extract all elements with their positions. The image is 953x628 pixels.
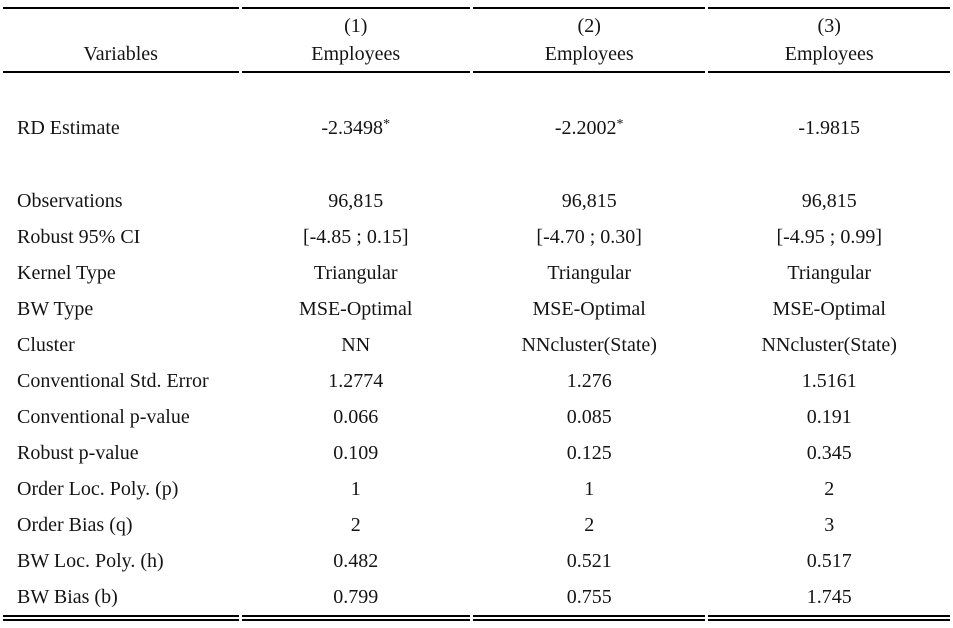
cell-value: [-4.95 ; 0.99] — [776, 226, 882, 248]
row-label: Robust 95% CI — [17, 226, 141, 248]
cell-value: MSE-Optimal — [772, 298, 886, 320]
cell-value: MSE-Optimal — [299, 298, 413, 320]
cell-value: 1.5161 — [801, 370, 857, 392]
cell-value: 3 — [824, 514, 835, 536]
row-label: Robust p-value — [17, 442, 139, 464]
row-label: BW Loc. Poly. (h) — [17, 550, 164, 572]
significance-star: * — [616, 117, 624, 132]
dep-var-2: Employees — [472, 40, 706, 73]
model-number-row: (1) (2) (3) — [3, 7, 950, 40]
regression-results-table-container: (1) (2) (3) Variables Employees Employee… — [0, 7, 953, 621]
cell-value: 0.521 — [566, 550, 612, 572]
empty-header-cell — [3, 7, 239, 40]
cell-value: 96,815 — [801, 190, 857, 212]
cell-value: NNcluster(State) — [761, 334, 897, 356]
cell-value: 1 — [350, 478, 361, 500]
significance-star: * — [383, 117, 391, 132]
cell-value: NN — [341, 334, 371, 356]
cell-value: MSE-Optimal — [532, 298, 646, 320]
cell-value: 96,815 — [328, 190, 384, 212]
cell-value: -1.9815 — [798, 117, 861, 139]
table-row: BW Loc. Poly. (h) 0.482 0.521 0.517 — [3, 543, 950, 579]
cell-value: -2.2002* — [554, 117, 624, 139]
cell-value: 2 — [584, 514, 595, 536]
model-number-3: (3) — [708, 7, 950, 40]
variables-header: Variables — [3, 40, 239, 73]
model-number-2: (2) — [472, 7, 706, 40]
cell-value: NNcluster(State) — [521, 334, 657, 356]
table-row: Order Loc. Poly. (p) 1 1 2 — [3, 471, 950, 507]
row-label: RD Estimate — [17, 117, 120, 139]
cell-value: 0.755 — [472, 579, 706, 621]
cell-value: -2.3498* — [321, 117, 391, 139]
cell-value: [-4.70 ; 0.30] — [536, 226, 642, 248]
cell-value: 0.799 — [241, 579, 470, 621]
row-label: BW Bias (b) — [3, 579, 239, 621]
dep-var-3: Employees — [708, 40, 950, 73]
table-row: Conventional Std. Error 1.2774 1.276 1.5161 — [3, 363, 950, 399]
table-row: BW Bias (b) 0.799 0.755 1.745 — [3, 579, 950, 621]
cell-value: Triangular — [787, 262, 872, 284]
cell-value: 0.345 — [806, 442, 852, 464]
row-label: Conventional Std. Error — [17, 370, 209, 392]
cell-value: 0.191 — [806, 406, 852, 428]
regression-results-table: (1) (2) (3) Variables Employees Employee… — [0, 7, 953, 621]
cell-value: 1.745 — [708, 579, 950, 621]
table-row: Conventional p-value 0.066 0.085 0.191 — [3, 399, 950, 435]
row-label: Order Loc. Poly. (p) — [17, 478, 179, 500]
cell-value: 0.109 — [333, 442, 379, 464]
table-row: Cluster NN NNcluster(State) NNcluster(State… — [3, 327, 950, 363]
cell-value: 0.517 — [806, 550, 852, 572]
table-body: RD Estimate -2.3498* -2.2002* -1.9815 Observ… — [3, 73, 950, 621]
table-row: Observations 96,815 96,815 96,815 — [3, 183, 950, 219]
row-label: Observations — [17, 190, 123, 212]
cell-value: Triangular — [547, 262, 632, 284]
cell-value: 2 — [824, 478, 835, 500]
table-row: Robust p-value 0.109 0.125 0.345 — [3, 435, 950, 471]
cell-value: 0.085 — [566, 406, 612, 428]
model-number-1: (1) — [241, 7, 470, 40]
cell-value: 0.482 — [333, 550, 379, 572]
table-row: RD Estimate -2.3498* -2.2002* -1.9815 — [3, 73, 950, 183]
table-row: Kernel Type Triangular Triangular Triangula… — [3, 255, 950, 291]
row-label: Cluster — [17, 334, 75, 356]
dependent-variable-row: Variables Employees Employees Employees — [3, 40, 950, 73]
table-row: Robust 95% CI [-4.85 ; 0.15] [-4.70 ; 0.30… — [3, 219, 950, 255]
cell-value: 96,815 — [561, 190, 617, 212]
row-label: BW Type — [17, 298, 94, 320]
cell-value: 0.125 — [566, 442, 612, 464]
cell-value: 1.2774 — [328, 370, 384, 392]
cell-value: Triangular — [313, 262, 398, 284]
row-label: Kernel Type — [17, 262, 116, 284]
row-label: Conventional p-value — [17, 406, 190, 428]
table-row: BW Type MSE-Optimal MSE-Optimal MSE-Optimal — [3, 291, 950, 327]
row-label: Order Bias (q) — [17, 514, 133, 536]
cell-value: 1.276 — [566, 370, 612, 392]
table-header: (1) (2) (3) Variables Employees Employee… — [3, 7, 950, 73]
table-row: Order Bias (q) 2 2 3 — [3, 507, 950, 543]
cell-value: 2 — [350, 514, 361, 536]
cell-value: 0.066 — [333, 406, 379, 428]
cell-value: 1 — [584, 478, 595, 500]
cell-value: [-4.85 ; 0.15] — [302, 226, 409, 248]
dep-var-1: Employees — [241, 40, 470, 73]
